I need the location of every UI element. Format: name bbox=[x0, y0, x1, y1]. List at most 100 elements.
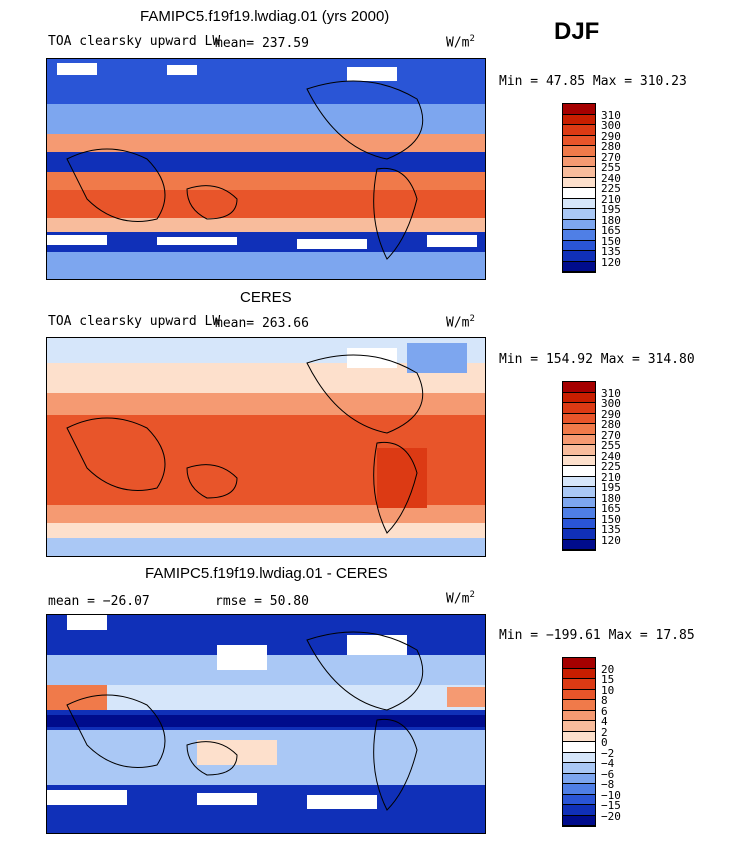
colorbar-swatch bbox=[563, 455, 595, 466]
panel-2-title: CERES bbox=[240, 289, 292, 306]
colorbar-swatch bbox=[563, 392, 595, 403]
colorbar-swatch bbox=[563, 114, 595, 125]
panel-2-map-field bbox=[47, 338, 485, 556]
colorbar-tick-label: 8 bbox=[601, 694, 608, 707]
colorbar-tick-label: −4 bbox=[601, 757, 615, 770]
colorbar-tick-label: 2 bbox=[601, 725, 608, 739]
colorbar-tick-label: 20 bbox=[601, 662, 615, 676]
panel-1-mean: mean= 237.59 bbox=[215, 36, 309, 51]
colorbar-tick-label: 180 bbox=[601, 491, 621, 505]
colorbar-swatch bbox=[563, 156, 595, 167]
colorbar-swatch bbox=[563, 784, 595, 795]
panel-1-units: W/m2 bbox=[446, 34, 475, 51]
colorbar-swatch bbox=[563, 539, 595, 550]
colorbar-tick-label: 240 bbox=[601, 171, 621, 185]
colorbar-tick-label: 290 bbox=[601, 407, 621, 421]
colorbar-swatch bbox=[563, 668, 595, 679]
panel-3-rmse: rmse = 50.80 bbox=[215, 594, 309, 609]
colorbar-tick-label: 120 bbox=[601, 255, 621, 269]
colorbar-swatch bbox=[563, 209, 595, 220]
colorbar-tick-label: −20 bbox=[601, 809, 621, 823]
colorbar-tick-label: 300 bbox=[601, 119, 621, 132]
colorbar-swatch bbox=[563, 763, 595, 774]
colorbar-tick-label: 135 bbox=[601, 523, 621, 536]
colorbar-tick-label: −6 bbox=[601, 767, 615, 781]
colorbar-swatch bbox=[563, 230, 595, 241]
colorbar-tick-label: 0 bbox=[601, 736, 608, 749]
panel-1-colorbar: 310 300 290 280 270 255 240 225 210 195 180 165 150 1… bbox=[562, 103, 621, 273]
colorbar-tick-label: 255 bbox=[601, 439, 621, 452]
colorbar-tick-label: 270 bbox=[601, 150, 621, 164]
colorbar-swatch bbox=[563, 198, 595, 209]
colorbar-tick-label: 165 bbox=[601, 502, 621, 515]
colorbar-swatch bbox=[563, 219, 595, 230]
colorbar-swatch bbox=[563, 529, 595, 540]
panel-1-map bbox=[46, 58, 486, 280]
colorbar-swatch bbox=[563, 679, 595, 690]
colorbar-swatch bbox=[563, 731, 595, 742]
colorbar-tick-label: −15 bbox=[601, 799, 621, 812]
colorbar-swatch bbox=[563, 188, 595, 199]
colorbar-swatch bbox=[563, 424, 595, 435]
colorbar-tick-label: 310 bbox=[601, 108, 621, 122]
colorbar-swatch bbox=[563, 752, 595, 763]
panel-2-map bbox=[46, 337, 486, 557]
panel-2-mean: mean= 263.66 bbox=[215, 316, 309, 331]
panel-3-colorbar: 20 15 10 8 6 4 2 0 −2 −4 −6 −8 −10 −15 −20 bbox=[562, 657, 621, 827]
colorbar-tick-label: 290 bbox=[601, 129, 621, 143]
colorbar-tick-label: 10 bbox=[601, 683, 615, 697]
colorbar-swatch bbox=[563, 413, 595, 424]
colorbar-swatch bbox=[563, 487, 595, 498]
colorbar-swatch bbox=[563, 815, 595, 826]
colorbar-tick-label: 195 bbox=[601, 203, 621, 216]
colorbar-tick-label: 225 bbox=[601, 182, 621, 195]
season-label: DJF bbox=[554, 18, 600, 45]
colorbar-tick-label: −2 bbox=[601, 746, 615, 760]
colorbar-tick-label: 150 bbox=[601, 234, 621, 248]
colorbar-tick-label: −10 bbox=[601, 788, 621, 802]
panel-1-title: FAMIPC5.f19f19.lwdiag.01 (yrs 2000) bbox=[140, 8, 390, 25]
panel-3-mean: mean = −26.07 bbox=[48, 594, 150, 609]
colorbar-swatch bbox=[563, 689, 595, 700]
colorbar-tick-label: 195 bbox=[601, 481, 621, 494]
colorbar-tick-label: 255 bbox=[601, 161, 621, 174]
panel-1-variable: TOA clearsky upward LW bbox=[48, 34, 221, 49]
colorbar-swatch bbox=[563, 445, 595, 456]
colorbar-tick-label: 180 bbox=[601, 213, 621, 227]
colorbar-tick-label: 135 bbox=[601, 245, 621, 258]
colorbar-tick-label: 270 bbox=[601, 428, 621, 442]
panel-3-map bbox=[46, 614, 486, 834]
colorbar-swatch bbox=[563, 135, 595, 146]
colorbar-tick-label: 280 bbox=[601, 418, 621, 431]
colorbar-tick-label: −8 bbox=[601, 778, 615, 791]
colorbar-tick-label: 240 bbox=[601, 449, 621, 463]
colorbar-tick-label: 210 bbox=[601, 192, 621, 206]
panel-3-minmax: Min = −199.61 Max = 17.85 bbox=[499, 628, 695, 643]
panel-1-map-field bbox=[47, 59, 485, 279]
panel-2-units: W/m2 bbox=[446, 314, 475, 331]
panel-3-units: W/m2 bbox=[446, 590, 475, 607]
colorbar-swatch bbox=[563, 125, 595, 136]
colorbar-tick-label: 210 bbox=[601, 470, 621, 484]
colorbar-swatch bbox=[563, 518, 595, 529]
colorbar-swatch bbox=[563, 658, 595, 669]
colorbar-swatch bbox=[563, 742, 595, 753]
colorbar-tick-label: 165 bbox=[601, 224, 621, 237]
colorbar-swatch bbox=[563, 167, 595, 178]
colorbar-tick-label: 150 bbox=[601, 512, 621, 526]
colorbar-tick-label: 280 bbox=[601, 140, 621, 153]
colorbar-swatch bbox=[563, 721, 595, 732]
colorbar-swatch bbox=[563, 773, 595, 784]
colorbar-swatch bbox=[563, 700, 595, 711]
colorbar-swatch bbox=[563, 794, 595, 805]
colorbar-tick-label: 4 bbox=[601, 715, 608, 728]
colorbar-swatch bbox=[563, 434, 595, 445]
panel-3-map-field bbox=[47, 615, 485, 833]
colorbar-swatch bbox=[563, 261, 595, 272]
colorbar-swatch bbox=[563, 104, 595, 115]
colorbar-swatch bbox=[563, 805, 595, 816]
panel-3-title: FAMIPC5.f19f19.lwdiag.01 - CERES bbox=[145, 565, 388, 582]
colorbar-swatch bbox=[563, 466, 595, 477]
colorbar-swatch bbox=[563, 251, 595, 262]
colorbar-swatch bbox=[563, 177, 595, 188]
